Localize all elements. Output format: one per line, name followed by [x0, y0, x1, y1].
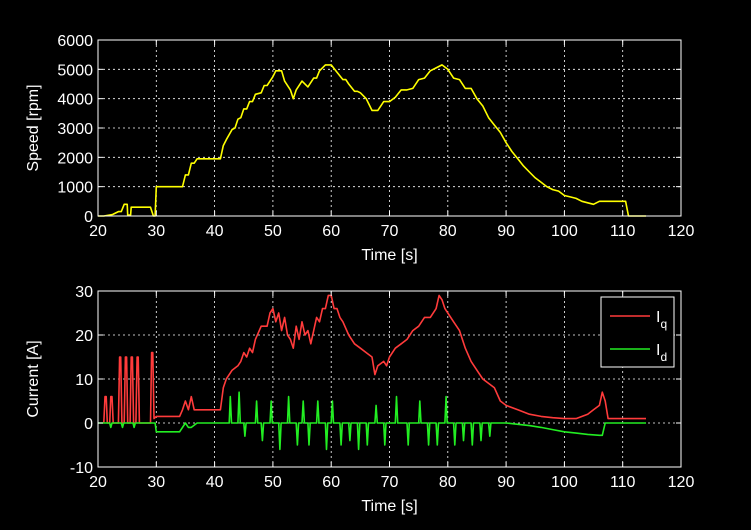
speed-series [98, 64, 646, 217]
legend-iq-sub: q [660, 317, 667, 331]
current-chart: 20 30 40 50 60 70 80 90 100 110 120 -10 0 10 20 30 Tim… [25, 284, 694, 515]
current-y-tick-label: 0 [84, 416, 93, 433]
speed-x-tick-label: 90 [497, 223, 515, 240]
current-y-tick-label: 20 [75, 328, 93, 345]
speed-x-axis-label: Time [s] [361, 247, 417, 264]
speed-x-tick-label: 40 [206, 223, 224, 240]
current-series-line-d [98, 391, 646, 451]
current-y-axis-label: Current [A] [25, 340, 42, 417]
current-y-ticks: -10 0 10 20 30 [70, 284, 681, 477]
speed-x-tick-label: 80 [439, 223, 457, 240]
speed-x-ticks: 20 30 40 50 60 70 80 90 100 110 120 [89, 40, 694, 240]
legend-id-sub: d [660, 350, 667, 364]
speed-x-tick-label: 20 [89, 223, 107, 240]
current-series-line-q [103, 294, 646, 424]
speed-x-tick-label: 120 [668, 223, 695, 240]
speed-y-tick-label: 2000 [57, 150, 93, 167]
current-x-tick-label: 70 [381, 474, 399, 491]
speed-x-tick-label: 70 [381, 223, 399, 240]
speed-y-tick-label: 4000 [57, 92, 93, 109]
speed-y-tick-label: 5000 [57, 62, 93, 79]
speed-y-tick-label: 6000 [57, 33, 93, 50]
speed-y-tick-label: 3000 [57, 121, 93, 138]
speed-y-tick-label: 0 [84, 209, 93, 226]
speed-x-tick-label: 30 [147, 223, 165, 240]
speed-y-axis-label: Speed [rpm] [25, 84, 42, 171]
current-legend: Iq Id [600, 296, 675, 368]
current-x-tick-label: 110 [610, 474, 636, 491]
current-y-tick-label: 10 [75, 372, 93, 389]
speed-x-tick-label: 50 [264, 223, 282, 240]
current-x-tick-label: 90 [497, 474, 515, 491]
current-x-tick-label: 40 [206, 474, 224, 491]
speed-grid [98, 40, 681, 216]
current-x-tick-label: 120 [668, 474, 695, 491]
legend-box [600, 296, 675, 368]
speed-x-tick-label: 60 [322, 223, 340, 240]
current-x-tick-label: 30 [147, 474, 165, 491]
speed-x-tick-label: 100 [551, 223, 578, 240]
speed-series-line [98, 64, 646, 217]
legend-iq-name: I [656, 309, 660, 326]
speed-y-ticks: 0 1000 2000 3000 4000 5000 6000 [57, 33, 681, 226]
current-x-tick-label: 60 [322, 474, 340, 491]
current-x-ticks: 20 30 40 50 60 70 80 90 100 110 120 [89, 291, 694, 491]
legend-id-label: Id [656, 342, 667, 364]
current-y-tick-label: -10 [70, 460, 93, 477]
legend-id-name: I [656, 342, 660, 359]
current-x-tick-label: 100 [551, 474, 578, 491]
legend-iq-label: Iq [656, 309, 667, 331]
current-x-tick-label: 20 [89, 474, 107, 491]
current-y-tick-label: 30 [75, 284, 93, 301]
speed-y-tick-label: 1000 [57, 180, 93, 197]
speed-chart: 20 30 40 50 60 70 80 90 100 110 120 0 1000 2000 3000 4… [25, 33, 694, 264]
current-series [98, 294, 646, 451]
current-x-tick-label: 80 [439, 474, 457, 491]
current-x-axis-label: Time [s] [361, 498, 417, 515]
current-x-tick-label: 50 [264, 474, 282, 491]
speed-x-tick-label: 110 [610, 223, 636, 240]
